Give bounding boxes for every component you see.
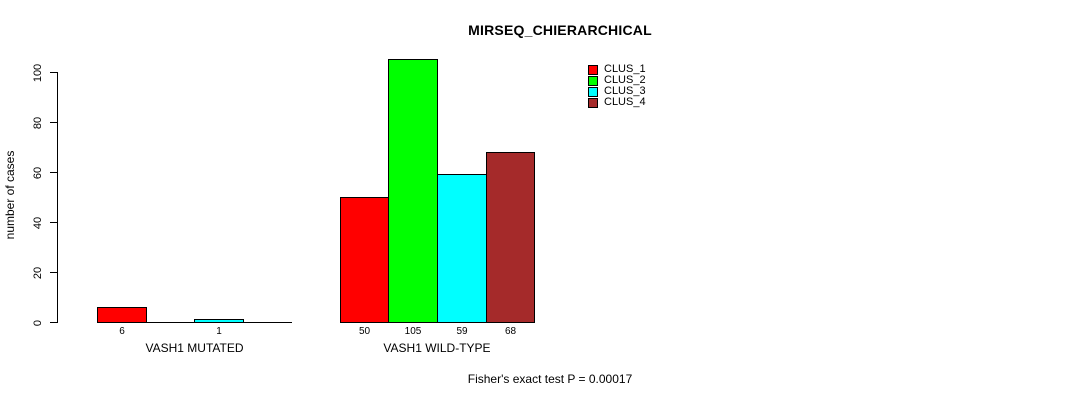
legend-label: CLUS_4 [604, 96, 646, 108]
category-label-mutated: VASH1 MUTATED [145, 341, 244, 355]
legend-swatch-clus_1 [588, 64, 598, 75]
bar-clus_1-wild-type [340, 197, 389, 323]
legend-label: CLUS_2 [604, 74, 646, 86]
legend-item-clus_2: CLUS_2 [588, 75, 646, 86]
chart-title: MIRSEQ_CHIERARCHICAL [468, 22, 652, 38]
y-tick [50, 72, 58, 73]
y-tick [50, 222, 58, 223]
bar-value-label: 1 [216, 326, 222, 337]
bar-clus_3-mutated [194, 319, 244, 323]
legend-swatch-clus_3 [588, 86, 598, 97]
y-axis-line [57, 72, 58, 323]
y-tick-label: 80 [32, 116, 44, 129]
y-tick-label: 20 [32, 266, 44, 279]
bar-clus_4-wild-type [486, 152, 535, 323]
y-tick-label: 0 [32, 319, 44, 326]
legend-swatch-clus_2 [588, 75, 598, 86]
bar-clus_3-wild-type [437, 174, 487, 323]
y-tick-label: 40 [32, 216, 44, 229]
legend-item-clus_1: CLUS_1 [588, 64, 646, 75]
y-tick [50, 272, 58, 273]
category-label-wild-type: VASH1 WILD-TYPE [383, 341, 491, 355]
y-axis-label: number of cases [3, 150, 17, 240]
bar-value-label: 105 [404, 326, 422, 337]
legend-label: CLUS_3 [604, 85, 646, 97]
legend: CLUS_1 CLUS_2 CLUS_3 CLUS_4 [588, 64, 646, 108]
legend-swatch-clus_4 [588, 97, 598, 108]
legend-item-clus_3: CLUS_3 [588, 86, 646, 97]
y-tick-label: 60 [32, 166, 44, 179]
footnote-fisher-test: Fisher's exact test P = 0.00017 [467, 372, 633, 386]
bar-value-label: 59 [456, 326, 468, 337]
bar-clus_1-mutated [97, 307, 147, 323]
y-tick [50, 322, 58, 323]
legend-label: CLUS_1 [604, 63, 646, 75]
y-tick [50, 172, 58, 173]
bar-value-label: 6 [119, 326, 125, 337]
bar-value-label: 68 [504, 326, 517, 337]
y-tick [50, 122, 58, 123]
y-tick-label: 100 [32, 63, 44, 82]
legend-item-clus_4: CLUS_4 [588, 97, 646, 108]
bar-clus_2-wild-type [388, 59, 438, 323]
bar-value-label: 50 [358, 326, 371, 337]
